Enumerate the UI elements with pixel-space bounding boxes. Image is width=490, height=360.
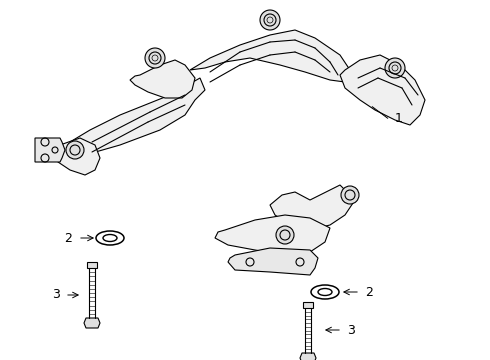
Text: 3: 3 xyxy=(347,324,355,337)
Polygon shape xyxy=(215,215,330,255)
Polygon shape xyxy=(340,55,425,125)
Polygon shape xyxy=(270,185,355,230)
Polygon shape xyxy=(303,302,313,308)
Polygon shape xyxy=(52,138,100,175)
Polygon shape xyxy=(300,353,316,360)
Polygon shape xyxy=(60,78,205,155)
Polygon shape xyxy=(35,138,65,162)
Ellipse shape xyxy=(96,231,124,245)
Polygon shape xyxy=(190,30,350,82)
Circle shape xyxy=(260,10,280,30)
Circle shape xyxy=(145,48,165,68)
Circle shape xyxy=(66,141,84,159)
Text: 3: 3 xyxy=(52,288,60,302)
Polygon shape xyxy=(87,262,97,268)
Text: 2: 2 xyxy=(365,285,373,298)
Polygon shape xyxy=(130,60,195,98)
Text: 2: 2 xyxy=(64,231,72,244)
Polygon shape xyxy=(228,248,318,275)
Polygon shape xyxy=(84,318,100,328)
Text: 1: 1 xyxy=(395,112,403,125)
Circle shape xyxy=(341,186,359,204)
Circle shape xyxy=(385,58,405,78)
Ellipse shape xyxy=(311,285,339,299)
Circle shape xyxy=(276,226,294,244)
